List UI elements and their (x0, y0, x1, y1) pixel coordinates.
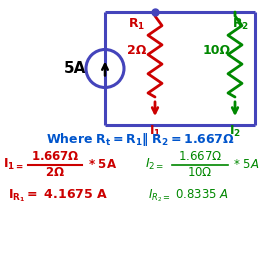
Text: $*\ 5A$: $*\ 5A$ (233, 158, 259, 172)
Text: 5A: 5A (64, 61, 86, 76)
Text: $I_{R_2=}\ 0.8335\ A$: $I_{R_2=}\ 0.8335\ A$ (148, 188, 229, 204)
Text: $\mathbf{R_2}$: $\mathbf{R_2}$ (232, 17, 249, 32)
Text: 10Ω: 10Ω (203, 44, 231, 57)
Text: $\mathbf{I_{R_1}=\ 4.1675\ A}$: $\mathbf{I_{R_1}=\ 4.1675\ A}$ (8, 188, 108, 204)
Text: $\mathbf{R_1}$: $\mathbf{R_1}$ (128, 17, 146, 32)
Text: $\mathbf{2\Omega}$: $\mathbf{2\Omega}$ (45, 166, 65, 180)
Text: $\mathbf{1.667\Omega}$: $\mathbf{1.667\Omega}$ (31, 151, 79, 163)
Text: $\mathbf{Where\ R_t = R_1 \| \ R_2 = 1.667\Omega}$: $\mathbf{Where\ R_t = R_1 \| \ R_2 = 1.6… (46, 132, 234, 148)
Text: $10\Omega$: $10\Omega$ (187, 166, 213, 180)
Text: $\mathbf{*\ 5A}$: $\mathbf{*\ 5A}$ (88, 158, 117, 172)
Text: $I_{2=}$: $I_{2=}$ (145, 157, 164, 172)
Text: $\mathbf{I_1}$: $\mathbf{I_1}$ (149, 124, 161, 139)
Text: $\mathbf{I_{1=}}$: $\mathbf{I_{1=}}$ (3, 157, 24, 172)
Text: $\mathbf{I_2}$: $\mathbf{I_2}$ (229, 124, 241, 139)
Text: 2Ω: 2Ω (127, 44, 147, 57)
Text: $1.667\Omega$: $1.667\Omega$ (178, 151, 222, 163)
